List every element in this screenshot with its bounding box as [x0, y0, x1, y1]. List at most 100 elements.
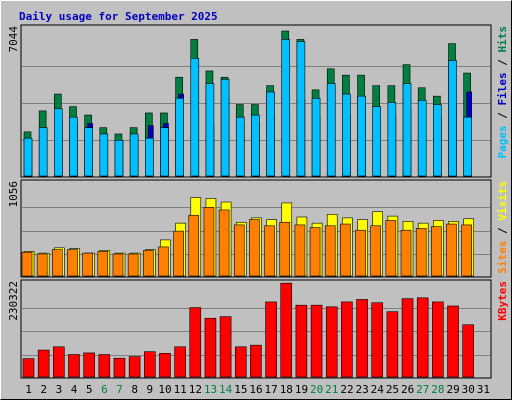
- bar-pages: [402, 83, 412, 177]
- day-label: 12: [189, 383, 202, 396]
- bar-kbytes: [174, 346, 186, 378]
- day-label: 31: [477, 383, 490, 396]
- bar-pages: [114, 139, 124, 177]
- bar-kbytes: [83, 352, 95, 378]
- y-axis-label-part: KBytes: [496, 281, 509, 321]
- bar-pages: [144, 137, 154, 177]
- day-label: 29: [446, 383, 459, 396]
- bar-pages: [296, 41, 306, 177]
- bar-sites: [279, 221, 291, 277]
- bar-pages: [433, 104, 442, 177]
- chart-title: Daily usage for September 2025: [19, 10, 218, 23]
- bar-pages: [205, 83, 215, 177]
- bar-sites: [355, 229, 366, 277]
- day-label: 4: [71, 383, 78, 396]
- bar-kbytes: [386, 311, 399, 378]
- bar-sites: [142, 250, 154, 277]
- bar-pages: [417, 100, 427, 177]
- bar-pages: [23, 137, 33, 177]
- day-label: 28: [431, 383, 444, 396]
- day-label: 22: [340, 383, 353, 396]
- bar-kbytes: [22, 358, 35, 378]
- y-axis-label-part: Files: [496, 72, 509, 105]
- bar-kbytes: [310, 304, 323, 378]
- bar-pages: [387, 102, 397, 177]
- bar-pages: [160, 127, 169, 177]
- day-label: 1: [25, 383, 32, 396]
- day-label: 26: [401, 383, 414, 396]
- bar-pages: [281, 39, 291, 177]
- day-label: 25: [386, 383, 399, 396]
- bar-sites: [370, 225, 382, 277]
- day-axis: 1 2 3 4 5 6 7 8 9 10 11 12 13 14 15 16 17 18 19 20 21 22 23 24 2…: [25, 383, 490, 396]
- bar-sites: [431, 226, 442, 277]
- y-axis-label-part: /: [496, 106, 509, 126]
- bar-pages: [266, 91, 275, 177]
- day-label: 19: [295, 383, 308, 396]
- bar-kbytes: [416, 297, 429, 378]
- bar-pages: [251, 114, 260, 177]
- bar-kbytes: [219, 316, 232, 378]
- bar-kbytes: [53, 346, 65, 378]
- y-axis-label-part: Pages: [496, 125, 509, 158]
- day-label: 13: [204, 383, 217, 396]
- bar-sites: [21, 251, 33, 277]
- bar-sites: [36, 253, 48, 277]
- bar-sites: [67, 249, 78, 277]
- bar-pages: [448, 60, 457, 177]
- day-label: 2: [40, 383, 47, 396]
- bar-sites: [158, 246, 169, 277]
- y-axis-label-part: /: [496, 221, 509, 241]
- day-label: 5: [86, 383, 93, 396]
- bar-sites: [188, 214, 200, 277]
- bar-pages: [372, 106, 382, 177]
- day-label: 7: [116, 383, 123, 396]
- bar-pages: [326, 83, 336, 177]
- day-label: 27: [416, 383, 429, 396]
- day-label: 17: [265, 383, 278, 396]
- bar-sites: [294, 224, 306, 277]
- panel-mid: 1056 Sites / Visits: [7, 179, 509, 278]
- panel-top: 7044 Pages / Files / Hits: [7, 24, 509, 178]
- y-axis-label: Pages / Files / Hits: [496, 26, 509, 159]
- bar-sites: [127, 253, 139, 277]
- bar-sites: [385, 220, 397, 277]
- bar-kbytes: [98, 354, 111, 378]
- bar-sites: [446, 223, 457, 277]
- bar-sites: [203, 207, 215, 277]
- y-max-label: 230322: [7, 281, 20, 321]
- bar-kbytes: [462, 324, 474, 378]
- day-label: 21: [325, 383, 338, 396]
- bar-sites: [324, 225, 336, 277]
- bar-kbytes: [204, 317, 217, 378]
- bar-kbytes: [265, 301, 277, 378]
- bar-kbytes: [159, 353, 171, 378]
- bar-kbytes: [68, 354, 80, 378]
- y-axis-label: KBytes: [496, 281, 509, 321]
- y-axis-label-part: Visits: [496, 181, 509, 221]
- bar-kbytes: [432, 301, 444, 378]
- bar-kbytes: [234, 346, 247, 378]
- bar-kbytes: [371, 302, 384, 378]
- bar-sites: [340, 223, 351, 277]
- day-label: 6: [101, 383, 108, 396]
- bar-pages: [342, 93, 351, 177]
- bar-sites: [264, 225, 275, 277]
- bar-pages: [190, 58, 200, 177]
- bar-pages: [235, 116, 245, 177]
- bar-kbytes: [280, 282, 293, 378]
- day-label: 15: [234, 383, 247, 396]
- bar-sites: [249, 219, 260, 277]
- bar-kbytes: [143, 351, 156, 378]
- bar-sites: [82, 252, 93, 277]
- y-axis-label-part: Sites: [496, 241, 509, 274]
- bar-kbytes: [295, 304, 308, 378]
- bar-kbytes: [113, 357, 126, 378]
- bar-pages: [357, 95, 366, 177]
- day-label: 3: [56, 383, 63, 396]
- day-label: 14: [219, 383, 233, 396]
- bar-kbytes: [128, 356, 141, 378]
- y-axis-label-part: Hits: [496, 26, 509, 53]
